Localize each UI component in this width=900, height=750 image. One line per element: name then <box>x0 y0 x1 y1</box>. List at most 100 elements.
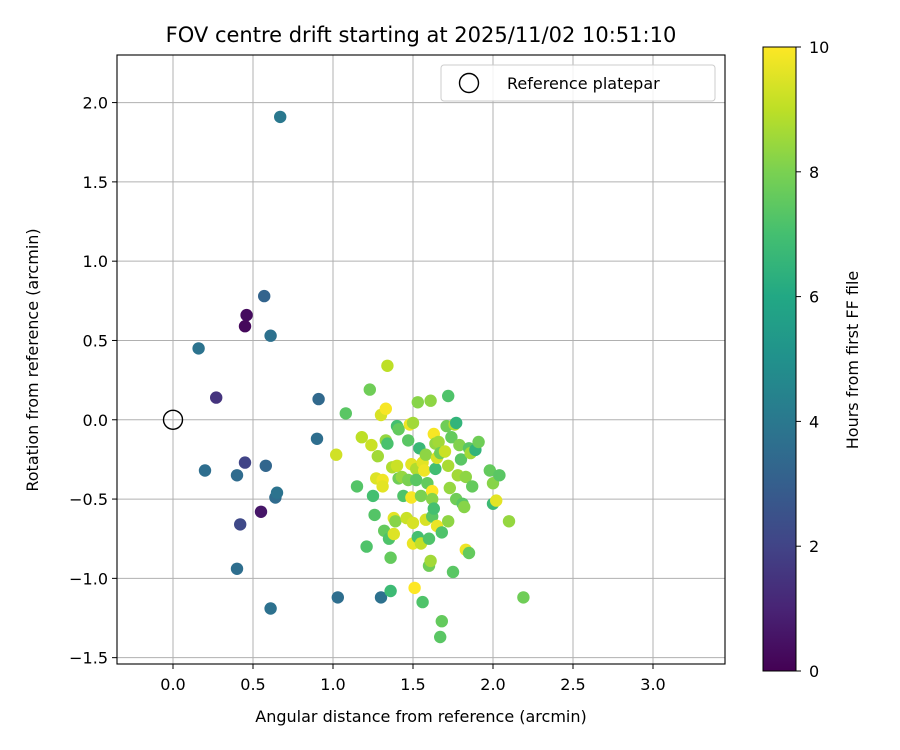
x-tick-label: 0.5 <box>240 675 265 694</box>
y-tick-label: −0.5 <box>69 490 108 509</box>
legend-reference-marker-icon <box>458 72 480 94</box>
x-axis-label: Angular distance from reference (arcmin) <box>255 707 586 726</box>
data-point <box>360 540 373 553</box>
data-point <box>424 394 437 407</box>
data-point <box>426 492 439 506</box>
data-point <box>405 491 418 504</box>
data-point <box>387 527 400 541</box>
colorbar: 0 2 4 6 8 10 Hours from first FF file <box>762 38 862 681</box>
colorbar-tick-label: 8 <box>809 163 819 182</box>
data-point <box>419 448 432 461</box>
legend-entry-reference-platepar: Reference platepar <box>507 74 660 93</box>
data-point <box>450 416 463 430</box>
y-tick-label: 0.0 <box>83 411 108 430</box>
data-point <box>350 480 364 493</box>
grid <box>117 55 725 664</box>
data-point <box>330 448 343 461</box>
data-point <box>312 392 325 406</box>
data-point <box>270 486 284 499</box>
data-point <box>402 434 415 447</box>
data-point <box>238 320 252 333</box>
legend: Reference platepar <box>440 64 716 102</box>
data-point <box>240 308 253 322</box>
data-point <box>442 389 455 403</box>
data-point <box>443 481 456 495</box>
data-point <box>234 518 247 531</box>
colorbar-ticks: 0 2 4 6 8 10 <box>796 38 829 681</box>
data-point <box>339 407 352 420</box>
colorbar-tick-label: 4 <box>809 412 819 431</box>
y-tick-label: −1.5 <box>69 649 108 668</box>
data-point <box>264 329 277 342</box>
data-points <box>192 110 530 644</box>
y-tick-label: 1.5 <box>83 173 108 192</box>
data-point <box>483 464 496 477</box>
data-point <box>427 502 440 515</box>
data-point <box>274 110 287 124</box>
x-tick-label: 0.0 <box>160 675 185 694</box>
legend-box <box>440 64 716 102</box>
data-point <box>445 431 458 444</box>
data-point <box>472 435 485 449</box>
data-point <box>230 469 244 482</box>
colorbar-gradient <box>762 46 797 672</box>
data-point <box>454 453 468 466</box>
data-point <box>408 581 421 595</box>
data-point <box>389 515 402 528</box>
data-point <box>392 423 405 436</box>
x-axis-ticks: 0.0 0.5 1.0 1.5 2.0 2.5 3.0 <box>160 664 666 694</box>
data-point <box>438 445 452 458</box>
y-tick-label: −1.0 <box>69 569 108 588</box>
data-point <box>424 554 437 568</box>
data-point <box>355 431 368 444</box>
data-point <box>517 591 530 604</box>
data-point <box>238 456 252 469</box>
data-point <box>264 602 277 615</box>
colorbar-tick-label: 2 <box>809 537 819 556</box>
data-point <box>390 459 404 472</box>
data-point <box>374 591 388 604</box>
colorbar-label: Hours from first FF file <box>843 271 862 450</box>
data-point <box>363 383 376 396</box>
y-tick-label: 0.5 <box>83 331 108 350</box>
data-point <box>258 289 271 303</box>
data-point <box>366 489 380 503</box>
data-point <box>381 359 394 372</box>
data-point <box>442 515 455 528</box>
data-point <box>493 469 506 482</box>
data-point <box>331 591 344 604</box>
data-point <box>429 462 442 476</box>
data-point <box>432 435 445 449</box>
y-axis-ticks: −1.5 −1.0 −0.5 0.0 0.5 1.0 1.5 2.0 <box>69 94 117 668</box>
plot-frame <box>116 54 726 665</box>
data-point <box>459 470 472 484</box>
data-point <box>365 438 378 452</box>
data-point <box>198 464 212 477</box>
data-point <box>406 516 420 530</box>
colorbar-tick-label: 10 <box>809 38 829 57</box>
data-point <box>410 473 423 487</box>
data-point <box>411 396 424 409</box>
data-point <box>462 546 476 560</box>
data-point <box>466 480 479 493</box>
data-point <box>259 459 272 472</box>
chart-title: FOV centre drift starting at 2025/11/02 … <box>166 23 677 47</box>
x-tick-label: 2.0 <box>480 675 505 694</box>
y-axis-label: Rotation from reference (arcmin) <box>23 228 42 491</box>
data-point <box>254 505 268 518</box>
y-tick-label: 1.0 <box>83 252 108 271</box>
data-point <box>406 416 420 430</box>
x-tick-label: 1.0 <box>320 675 345 694</box>
data-point <box>379 402 392 415</box>
data-point <box>414 489 428 503</box>
data-point <box>453 438 466 452</box>
data-point <box>368 508 381 522</box>
data-point <box>371 450 384 463</box>
data-point <box>381 437 394 450</box>
data-point <box>435 615 448 628</box>
data-point <box>384 551 397 564</box>
colorbar-tick-label: 0 <box>809 662 819 681</box>
data-point <box>384 584 397 598</box>
x-tick-label: 3.0 <box>640 675 665 694</box>
